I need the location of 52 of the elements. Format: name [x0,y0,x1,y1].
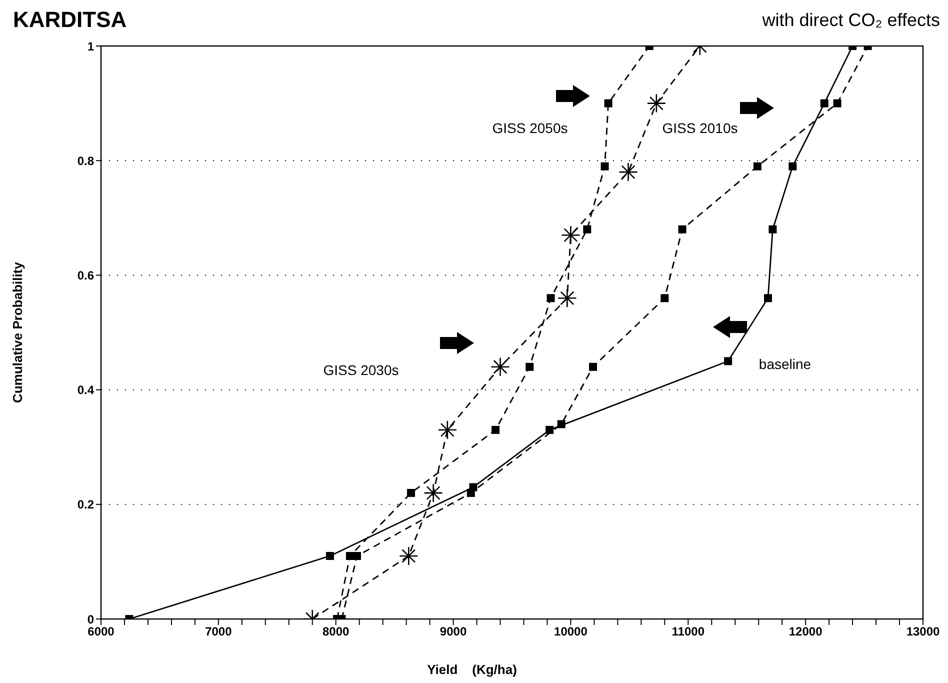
point [788,162,797,170]
x-tick-label: 10000 [554,624,588,639]
point [399,546,418,566]
point [768,225,777,234]
point [546,426,554,434]
point [558,288,577,308]
annotation: GISS 2050s [492,120,568,136]
point [604,99,612,108]
y-tick-label: 0 [87,612,94,626]
x-tick-label: 8000 [322,624,350,639]
y-tick-label: 1 [87,39,94,54]
x-tick-label: 6000 [88,624,115,639]
point [561,225,580,245]
point [466,488,475,497]
point [678,225,686,234]
x-tick-label: 12000 [788,624,823,639]
point [833,99,842,108]
point [490,357,510,377]
point [407,488,416,497]
point [753,162,762,170]
point [346,552,354,560]
annotation: GISS 2030s [323,362,399,378]
annotation: baseline [758,356,812,372]
point [618,162,638,182]
y-tick-label: 0.4 [77,383,94,398]
point [546,294,555,302]
y-tick-label: 0.8 [77,154,94,168]
y-tick-label: 0.6 [77,268,94,282]
x-tick-label: 13000 [906,624,940,639]
point [492,426,500,434]
point [600,162,609,170]
point [724,357,732,366]
point [660,294,669,302]
point [557,420,566,428]
point [438,420,458,440]
y-tick-label: 0.2 [77,498,94,512]
chart-subtitle: with direct CO₂ effects [761,10,940,30]
point [326,552,334,560]
x-tick-label: 7000 [205,624,232,639]
annotation: GISS 2010s [662,120,738,136]
point [820,99,828,108]
chart-title: KARDITSA [13,7,127,32]
point [583,225,592,234]
x-axis-title: Yield (Kg/ha) [427,662,517,677]
x-tick-label: 11000 [672,624,705,639]
point [589,362,598,371]
point [646,94,666,113]
y-axis-title: Cumulative Probability [10,261,25,403]
point [764,294,772,302]
point [526,362,534,371]
point [424,483,443,503]
x-tick-label: 9000 [440,624,467,639]
